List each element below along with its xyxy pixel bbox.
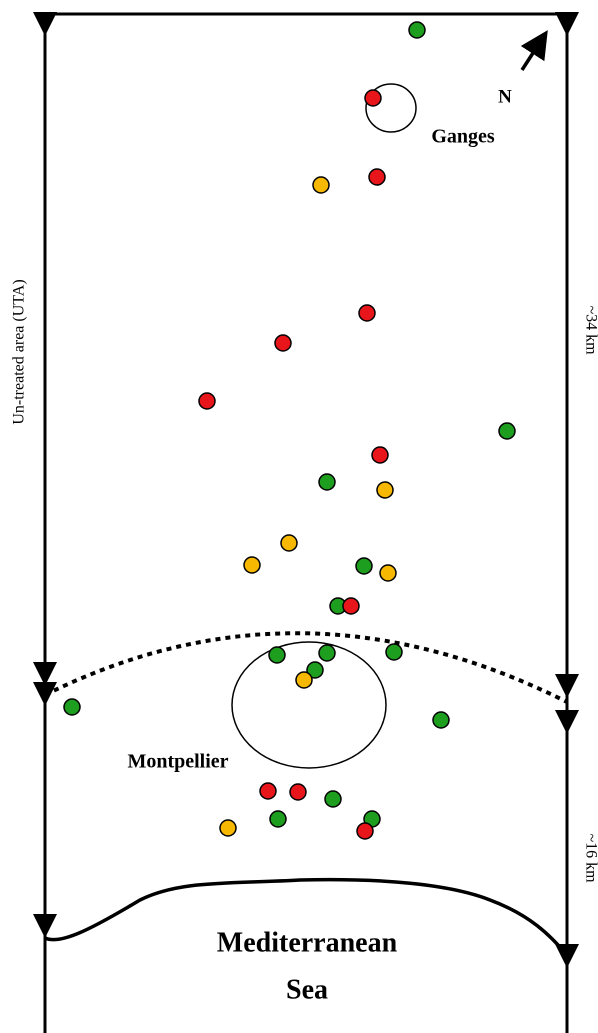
ganges-label: Ganges <box>431 126 495 148</box>
site <box>318 473 336 491</box>
distance-label: ~16 km <box>582 833 598 883</box>
sea-label: Mediterranean <box>217 927 398 958</box>
montpellier-label: Montpellier <box>127 751 228 773</box>
site <box>274 334 292 352</box>
coastline <box>44 877 569 957</box>
site <box>498 422 516 440</box>
north-label: N <box>498 86 512 107</box>
sites <box>63 21 516 840</box>
site <box>376 481 394 499</box>
montpellier-area <box>231 641 387 769</box>
site <box>280 534 298 552</box>
site <box>364 89 382 107</box>
site <box>368 168 386 186</box>
site <box>342 597 360 615</box>
site <box>355 557 373 575</box>
site <box>295 671 313 689</box>
site <box>269 810 287 828</box>
site <box>63 698 81 716</box>
site <box>379 564 397 582</box>
site <box>268 646 286 664</box>
site <box>432 711 450 729</box>
site <box>198 392 216 410</box>
site <box>243 556 261 574</box>
site <box>371 446 389 464</box>
distance-label: ~34 km <box>582 305 598 355</box>
site <box>408 21 426 39</box>
site <box>306 661 324 679</box>
sea-label: Sea <box>286 974 328 1005</box>
site <box>259 782 277 800</box>
treated-boundary <box>44 631 568 704</box>
distance-arrows <box>33 12 579 968</box>
site <box>385 643 403 661</box>
site <box>356 822 374 840</box>
site <box>324 790 342 808</box>
site <box>318 644 336 662</box>
site <box>312 176 330 194</box>
north-arrow <box>520 30 548 71</box>
untreated-area-label: Un-treated area (UTA) <box>11 279 28 424</box>
site <box>289 783 307 801</box>
site <box>358 304 376 322</box>
site <box>219 819 237 837</box>
ganges-area <box>365 83 417 133</box>
